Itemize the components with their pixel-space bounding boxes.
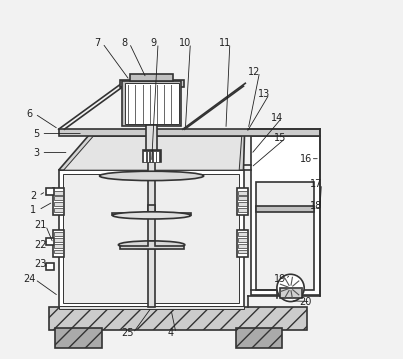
- Bar: [120, 80, 184, 87]
- Bar: [54, 238, 63, 242]
- Circle shape: [277, 274, 304, 302]
- Text: 7: 7: [94, 38, 100, 48]
- Bar: [54, 250, 63, 253]
- Text: 16: 16: [299, 154, 312, 164]
- Bar: [148, 162, 155, 307]
- Text: 8: 8: [121, 38, 127, 48]
- Bar: [256, 182, 314, 290]
- Text: 6: 6: [27, 109, 33, 119]
- Bar: [131, 74, 173, 81]
- Polygon shape: [112, 205, 191, 215]
- Bar: [122, 81, 181, 126]
- Bar: [53, 230, 64, 257]
- Bar: [239, 232, 247, 236]
- Bar: [46, 263, 54, 270]
- Ellipse shape: [112, 212, 191, 219]
- Ellipse shape: [118, 241, 185, 249]
- Bar: [54, 196, 63, 200]
- Text: 19: 19: [274, 274, 287, 284]
- Text: 24: 24: [24, 274, 36, 284]
- Bar: [58, 170, 243, 307]
- Bar: [54, 208, 63, 212]
- Text: 17: 17: [310, 179, 322, 189]
- Bar: [63, 174, 239, 303]
- Text: 1: 1: [30, 205, 37, 215]
- Text: 9: 9: [150, 38, 156, 48]
- Bar: [239, 244, 247, 248]
- Bar: [146, 125, 157, 151]
- Text: 10: 10: [179, 38, 191, 48]
- Bar: [49, 307, 307, 330]
- Bar: [156, 151, 159, 162]
- Bar: [236, 328, 282, 348]
- Text: 18: 18: [310, 201, 322, 211]
- Bar: [55, 328, 102, 348]
- Ellipse shape: [100, 171, 204, 181]
- Text: 5: 5: [33, 129, 39, 139]
- Text: 20: 20: [299, 297, 312, 307]
- Bar: [54, 191, 63, 195]
- Bar: [54, 232, 63, 236]
- Text: 15: 15: [274, 133, 287, 143]
- Bar: [239, 250, 247, 253]
- Bar: [150, 151, 152, 162]
- Text: 21: 21: [35, 220, 47, 230]
- Bar: [53, 188, 64, 215]
- Bar: [239, 208, 247, 212]
- Bar: [239, 202, 247, 206]
- Bar: [147, 151, 149, 162]
- Bar: [239, 238, 247, 242]
- Polygon shape: [58, 133, 245, 170]
- Text: 2: 2: [30, 191, 37, 201]
- Bar: [54, 244, 63, 248]
- Bar: [237, 230, 248, 257]
- Polygon shape: [120, 241, 183, 249]
- Text: 12: 12: [248, 67, 261, 77]
- Text: 22: 22: [34, 240, 47, 250]
- Text: 4: 4: [168, 328, 174, 338]
- Bar: [239, 196, 247, 200]
- Bar: [251, 136, 320, 295]
- Polygon shape: [64, 136, 242, 170]
- Bar: [54, 202, 63, 206]
- Text: 3: 3: [33, 148, 39, 158]
- Bar: [280, 288, 302, 298]
- Bar: [237, 188, 248, 215]
- Text: 13: 13: [258, 89, 270, 99]
- Bar: [125, 83, 179, 124]
- Bar: [239, 191, 247, 195]
- Text: 25: 25: [122, 328, 134, 338]
- Text: 11: 11: [219, 38, 231, 48]
- Bar: [46, 188, 54, 195]
- Bar: [256, 206, 314, 212]
- Bar: [143, 150, 160, 162]
- Text: 14: 14: [271, 113, 283, 123]
- Bar: [58, 306, 243, 309]
- Bar: [58, 129, 320, 136]
- Bar: [46, 238, 54, 245]
- Bar: [153, 151, 156, 162]
- Bar: [143, 151, 146, 162]
- Text: 23: 23: [35, 259, 47, 269]
